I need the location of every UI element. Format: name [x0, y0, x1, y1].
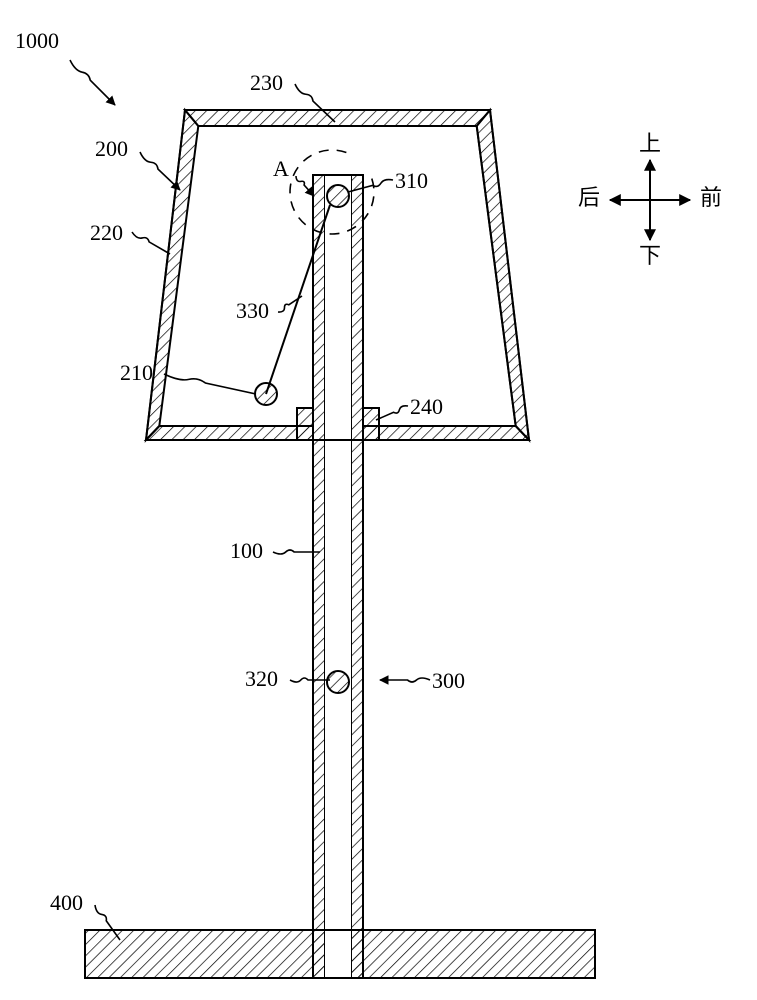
- compass-right: 前: [700, 185, 722, 210]
- label-1000: 1000: [15, 28, 59, 53]
- leader-220: [132, 232, 170, 254]
- label-400: 400: [50, 890, 83, 915]
- label-330: 330: [236, 298, 269, 323]
- gusset-right-240: [363, 408, 379, 440]
- leader-240: [376, 406, 408, 420]
- gusset-left: [297, 408, 313, 440]
- label-310: 310: [395, 168, 428, 193]
- label-210: 210: [120, 360, 153, 385]
- label-200: 200: [95, 136, 128, 161]
- pulley-310: [327, 185, 349, 207]
- compass-left: 后: [578, 185, 600, 210]
- leader-300: [380, 678, 430, 682]
- label-100: 100: [230, 538, 263, 563]
- compass-down: 下: [639, 243, 661, 268]
- column-wall-left: [313, 175, 325, 978]
- leader-330: [278, 296, 302, 312]
- head-lid-230: [185, 110, 490, 126]
- leader-A: [296, 176, 314, 196]
- column-wall-right: [351, 175, 363, 978]
- pulley-320: [327, 671, 349, 693]
- head-wall-right: [477, 110, 529, 440]
- label-A: A: [273, 156, 289, 181]
- leader-210: [164, 374, 256, 394]
- label-320: 320: [245, 666, 278, 691]
- label-300: 300: [432, 668, 465, 693]
- leader-1000: [70, 60, 115, 105]
- label-240: 240: [410, 394, 443, 419]
- head-wall-left-220: [146, 110, 198, 440]
- label-230: 230: [250, 70, 283, 95]
- compass-up: 上: [639, 131, 661, 156]
- label-220: 220: [90, 220, 123, 245]
- leader-200: [140, 152, 180, 190]
